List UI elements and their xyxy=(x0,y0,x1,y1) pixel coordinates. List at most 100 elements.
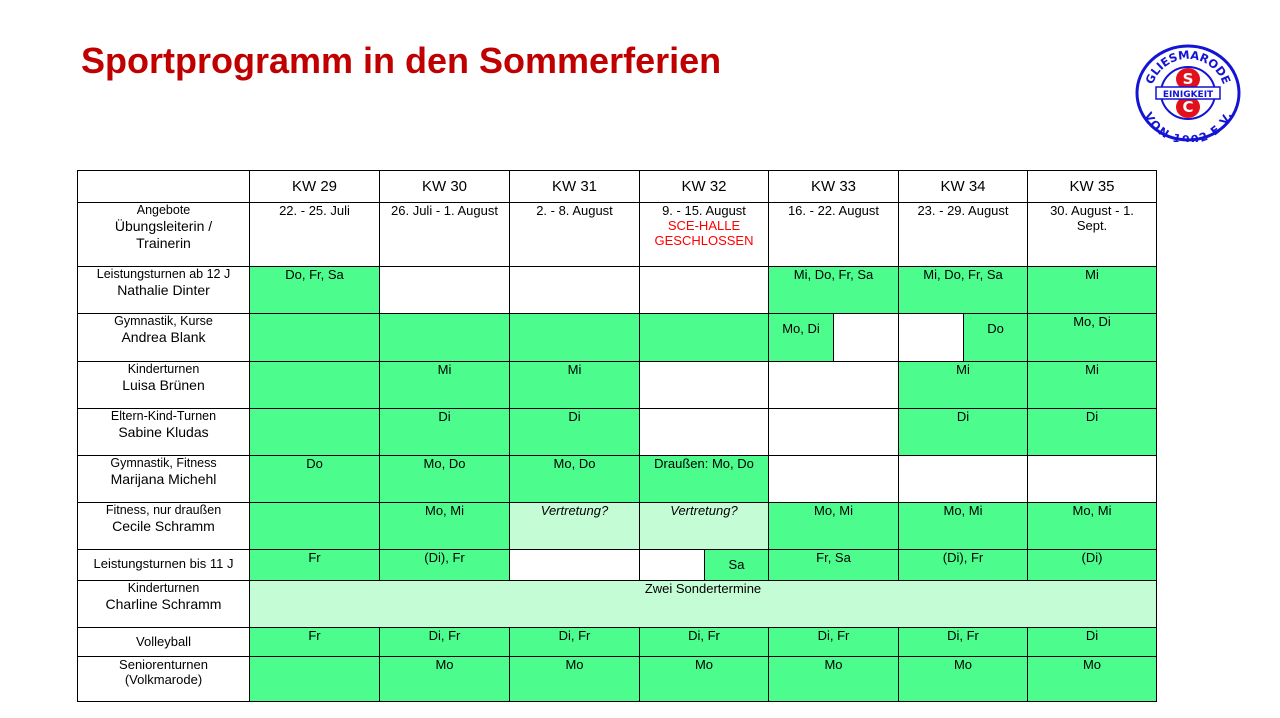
row-label: Kinderturnen Charline Schramm xyxy=(77,580,250,628)
schedule-cell xyxy=(1027,455,1157,503)
schedule-cell-part: Sa xyxy=(704,550,768,580)
week-header: KW 32 xyxy=(639,170,769,203)
schedule-cell: Mo xyxy=(1027,656,1157,702)
table-row: Gymnastik, Fitness Marijana Michehl Do M… xyxy=(77,455,1157,503)
row-label-program: Eltern-Kind-Turnen xyxy=(110,409,217,424)
row-label-program: Gymnastik, Kurse xyxy=(114,314,213,329)
schedule-cell: Di, Fr xyxy=(509,627,640,657)
schedule-cell: Di xyxy=(1027,408,1157,456)
schedule-cell: Di xyxy=(898,408,1028,456)
closed-note-line2: GESCHLOSSEN xyxy=(654,233,754,248)
schedule-cell-split: Mo, Di xyxy=(768,313,899,362)
schedule-cell: Mi xyxy=(898,361,1028,409)
row-label-program: Leistungsturnen bis 11 J xyxy=(93,556,234,571)
week-header: KW 34 xyxy=(898,170,1028,203)
schedule-cell xyxy=(509,266,640,314)
row-label-trainer: Cecile Schramm xyxy=(112,518,215,534)
schedule-cell xyxy=(639,313,769,362)
schedule-cell: Di xyxy=(379,408,510,456)
table-row: Eltern-Kind-Turnen Sabine Kludas Di Di D… xyxy=(77,408,1157,456)
schedule-cell: Di xyxy=(1027,627,1157,657)
row-label-program: Fitness, nur draußen xyxy=(105,503,222,518)
schedule-cell: Di, Fr xyxy=(768,627,899,657)
row-label-program: Gymnastik, Fitness xyxy=(110,456,217,471)
schedule-cell: Mo xyxy=(898,656,1028,702)
schedule-cell: (Di), Fr xyxy=(898,549,1028,581)
date-cell: 26. Juli - 1. August xyxy=(379,202,510,267)
schedule-cell: Mo xyxy=(509,656,640,702)
logo-letter-c: C xyxy=(1182,98,1193,116)
label-trainer-line1: Übungsleiterin / xyxy=(114,218,213,234)
table-row: Volleyball Fr Di, Fr Di, Fr Di, Fr Di, F… xyxy=(77,627,1157,657)
header-label: Angebote Übungsleiterin / Trainerin xyxy=(77,202,250,267)
date-kw32: 9. - 15. August xyxy=(662,203,746,219)
row-label-program: Leistungsturnen ab 12 J xyxy=(96,267,231,282)
schedule-cell xyxy=(249,361,380,409)
schedule-cell: (Di) xyxy=(1027,549,1157,581)
table-row: Fitness, nur draußen Cecile Schramm Mo, … xyxy=(77,502,1157,550)
schedule-cell: Do xyxy=(249,455,380,503)
row-label: Kinderturnen Luisa Brünen xyxy=(77,361,250,409)
row-label-program: Kinderturnen xyxy=(127,581,200,596)
label-offers: Angebote xyxy=(136,203,191,218)
schedule-cell: Di, Fr xyxy=(379,627,510,657)
schedule-cell xyxy=(379,313,510,362)
table-row: Kinderturnen Luisa Brünen Mi Mi Mi Mi xyxy=(77,361,1157,409)
club-logo: GLIESMARODE VON 1902 E.V. S C EINIGKEIT xyxy=(1135,44,1241,142)
schedule-cell xyxy=(249,502,380,550)
schedule-cell: Mo, Mi xyxy=(768,502,899,550)
week-header: KW 35 xyxy=(1027,170,1157,203)
page-title: Sportprogramm in den Sommerferien xyxy=(81,40,722,81)
logo-middle-text: EINIGKEIT xyxy=(1163,90,1214,100)
row-label: Gymnastik, Fitness Marijana Michehl xyxy=(77,455,250,503)
table-row: Leistungsturnen bis 11 J Fr (Di), Fr Sa … xyxy=(77,549,1157,581)
schedule-cell: Mo, Di xyxy=(1027,313,1157,362)
special-dates-cell: Zwei Sondertermine xyxy=(249,580,1157,628)
schedule-cell: Draußen: Mo, Do xyxy=(639,455,769,503)
schedule-cell: Mo, Mi xyxy=(898,502,1028,550)
schedule-cell: Mo xyxy=(379,656,510,702)
row-label: Gymnastik, Kurse Andrea Blank xyxy=(77,313,250,362)
row-label-program: Kinderturnen xyxy=(127,362,200,377)
schedule-table: KW 29 KW 30 KW 31 KW 32 KW 33 KW 34 KW 3… xyxy=(77,170,1157,702)
schedule-cell-part xyxy=(899,314,963,361)
date-cell: 23. - 29. August xyxy=(898,202,1028,267)
schedule-cell-part: Mo, Di xyxy=(769,314,833,361)
row-label: Leistungsturnen bis 11 J xyxy=(77,549,250,581)
week-header: KW 31 xyxy=(509,170,640,203)
schedule-cell: Fr xyxy=(249,627,380,657)
schedule-cell: Mo xyxy=(768,656,899,702)
row-label-trainer: Marijana Michehl xyxy=(110,471,217,487)
row-label: Leistungsturnen ab 12 J Nathalie Dinter xyxy=(77,266,250,314)
schedule-cell: Mo, Do xyxy=(379,455,510,503)
row-label-location: (Volkmarode) xyxy=(124,672,203,687)
row-label: Volleyball xyxy=(77,627,250,657)
row-label-trainer: Luisa Brünen xyxy=(122,377,205,393)
schedule-cell-split: Sa xyxy=(639,549,769,581)
schedule-cell: Vertretung? xyxy=(639,502,769,550)
row-label-trainer: Nathalie Dinter xyxy=(117,282,210,298)
label-trainer-line2: Trainerin xyxy=(136,235,191,251)
row-label-trainer: Charline Schramm xyxy=(105,596,222,612)
schedule-cell xyxy=(509,313,640,362)
schedule-cell-part xyxy=(833,314,898,361)
date-cell-kw32: 9. - 15. August SCE-HALLE GESCHLOSSEN xyxy=(639,202,769,267)
week-header: KW 33 xyxy=(768,170,899,203)
header-row: KW 29 KW 30 KW 31 KW 32 KW 33 KW 34 KW 3… xyxy=(77,170,1157,203)
schedule-cell xyxy=(249,408,380,456)
corner-cell xyxy=(77,170,250,203)
schedule-cell xyxy=(898,455,1028,503)
schedule-cell: Mo xyxy=(639,656,769,702)
schedule-cell xyxy=(379,266,510,314)
schedule-cell: Mo, Do xyxy=(509,455,640,503)
week-header: KW 29 xyxy=(249,170,380,203)
schedule-cell: Vertretung? xyxy=(509,502,640,550)
schedule-cell xyxy=(509,549,640,581)
closed-note-line1: SCE-HALLE xyxy=(667,218,741,233)
row-label: Eltern-Kind-Turnen Sabine Kludas xyxy=(77,408,250,456)
schedule-cell: Mo, Mi xyxy=(379,502,510,550)
schedule-cell xyxy=(768,408,899,456)
schedule-cell: Di, Fr xyxy=(639,627,769,657)
week-header: KW 30 xyxy=(379,170,510,203)
row-label-trainer: Andrea Blank xyxy=(121,329,206,345)
